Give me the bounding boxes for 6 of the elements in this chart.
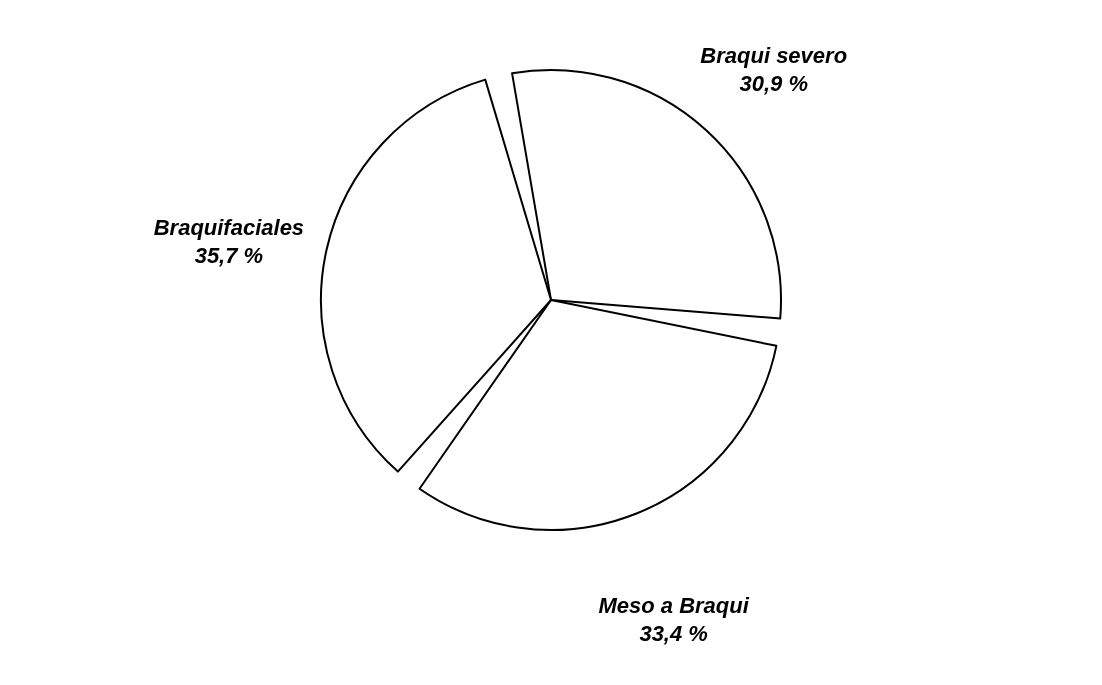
slice-label: Meso a Braqui	[598, 593, 750, 619]
data-label: 30,9 %	[739, 71, 808, 97]
data-label: 33,4 %	[639, 621, 708, 647]
data-label: 35,7 %	[194, 243, 264, 269]
slice-label: Braquifaciales	[153, 215, 305, 241]
slice-label: Braqui severo	[700, 43, 848, 69]
